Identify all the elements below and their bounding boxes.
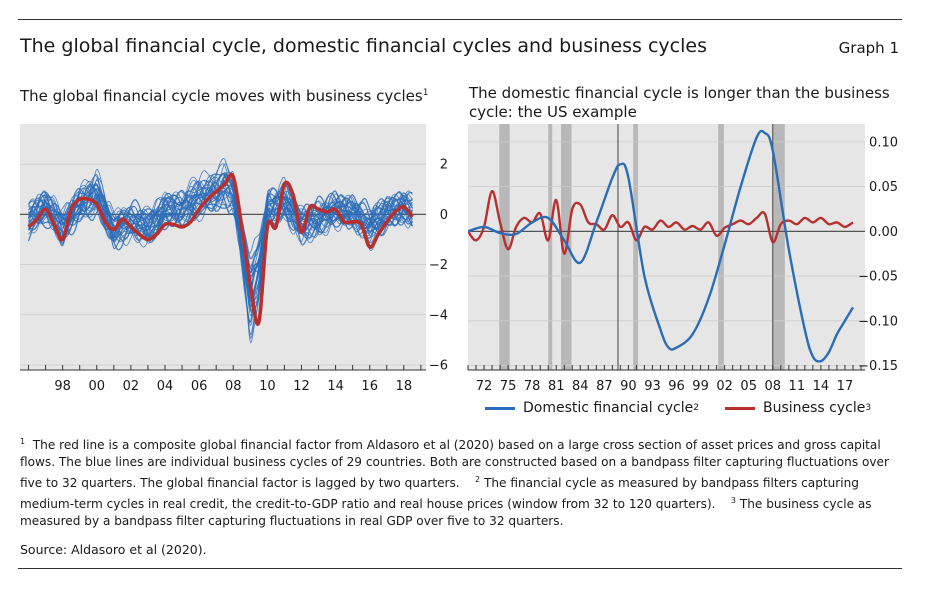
recession-shading: [633, 124, 639, 370]
left-panel-subtitle: The global financial cycle moves with bu…: [20, 84, 428, 106]
legend-domestic-footnote-ref: 2: [693, 403, 699, 413]
footnote-2: The financial cycle as measured by bandp…: [20, 476, 859, 512]
x-tick-label: 84: [572, 379, 589, 394]
legend-swatch-business: [724, 406, 755, 410]
x-tick-label: 02: [716, 379, 733, 394]
x-tick-label: 12: [293, 379, 310, 394]
x-tick-label: 18: [396, 379, 413, 394]
plot-background: [20, 124, 426, 370]
x-tick-label: 93: [644, 379, 661, 394]
y-tick-label: −0.05: [858, 270, 898, 285]
country-lines-group: [27, 158, 414, 344]
x-tick-label: 08: [764, 379, 781, 394]
recession-shading: [772, 124, 785, 370]
x-tick-label: 04: [157, 379, 174, 394]
left-chart: 2 0 −2 −4 −6 98 00 02 04 06 08 10 12 14 16 18: [20, 124, 448, 394]
legend-label-domestic: Domestic financial cycle: [523, 400, 694, 416]
x-tick-label: 00: [88, 379, 105, 394]
y-tick-label: 0: [440, 208, 448, 223]
legend-label-business: Business cycle: [762, 400, 866, 416]
y-tick-label: 0.05: [869, 180, 898, 195]
plot-background: [468, 124, 865, 370]
x-tick-label: 10: [259, 379, 276, 394]
left-subtitle-text: The global financial cycle moves with bu…: [20, 87, 423, 105]
footnotes: 1 The red line is a composite global fin…: [20, 433, 905, 530]
right-subtitle-line1: The domestic financial cycle is longer t…: [469, 84, 890, 102]
country-business-cycle-line: [28, 172, 413, 323]
x-tick-label: 05: [740, 379, 757, 394]
y-tick-label: −6: [429, 358, 448, 373]
x-tick-label: 72: [476, 379, 493, 394]
x-tick-label: 75: [500, 379, 517, 394]
bottom-rule: [18, 568, 902, 569]
right-subtitle-line2: cycle: the US example: [469, 103, 637, 121]
country-business-cycle-line: [28, 179, 413, 303]
x-tick-label: 14: [327, 379, 344, 394]
footnote-3: The business cycle as measured by a band…: [20, 497, 872, 529]
recession-shading: [499, 124, 510, 370]
x-tick-label: 90: [620, 379, 637, 394]
x-tick-label: 08: [225, 379, 242, 394]
y-tick-label: −0.15: [858, 359, 898, 374]
x-tick-label: 87: [596, 379, 613, 394]
country-business-cycle-line: [28, 163, 413, 335]
x-tick-label: 81: [548, 379, 565, 394]
x-tick-label: 17: [837, 379, 854, 394]
country-business-cycle-line: [27, 175, 413, 313]
y-tick-label: −4: [429, 308, 448, 323]
y-tick-label: 0.10: [869, 135, 898, 150]
left-subtitle-footnote-ref: 1: [422, 88, 429, 98]
domestic-financial-cycle-line: [468, 129, 855, 363]
x-tick-label: 96: [668, 379, 685, 394]
graph-number: Graph 1: [838, 39, 899, 57]
y-tick-label: −2: [429, 258, 448, 273]
x-tick-label: 99: [692, 379, 709, 394]
source-note: Source: Aldasoro et al (2020).: [20, 542, 207, 557]
footnote-marker-2: 2: [475, 475, 481, 485]
recession-shading: [718, 124, 724, 370]
top-rule: [18, 19, 902, 20]
footnote-marker-1: 1: [20, 437, 26, 446]
x-tick-label: 11: [789, 379, 806, 394]
footnote-marker-3: 3: [730, 496, 737, 506]
x-tick-label: 16: [361, 379, 378, 394]
right-chart: 0.10 0.05 0.00 −0.05 −0.10 −0.15 72 75 78 81 84 87 9…: [467, 124, 898, 394]
y-tick-label: −0.10: [858, 314, 898, 329]
country-business-cycle-line: [28, 177, 413, 300]
right-panel-subtitle: The domestic financial cycle is longer t…: [469, 84, 890, 122]
x-tick-label: 78: [524, 379, 541, 394]
x-tick-label: 14: [813, 379, 830, 394]
y-tick-label: 0.00: [869, 225, 898, 240]
legend-swatch-domestic: [485, 406, 515, 410]
y-tick-label: 2: [440, 158, 448, 173]
recession-shading: [548, 124, 553, 370]
country-business-cycle-line: [28, 179, 413, 270]
right-chart-legend: Domestic financial cycle 2 Business cycle…: [485, 400, 871, 416]
footnote-1: The red line is a composite global finan…: [20, 438, 889, 491]
legend-business-footnote-ref: 3: [865, 403, 872, 413]
country-business-cycle-line: [28, 183, 413, 277]
x-tick-label: 02: [123, 379, 140, 394]
x-tick-label: 98: [54, 379, 71, 394]
global-financial-factor-line: [27, 172, 414, 326]
x-tick-label: 06: [191, 379, 208, 394]
series-group: [468, 129, 855, 363]
graph-title: The global financial cycle, domestic fin…: [20, 35, 707, 57]
